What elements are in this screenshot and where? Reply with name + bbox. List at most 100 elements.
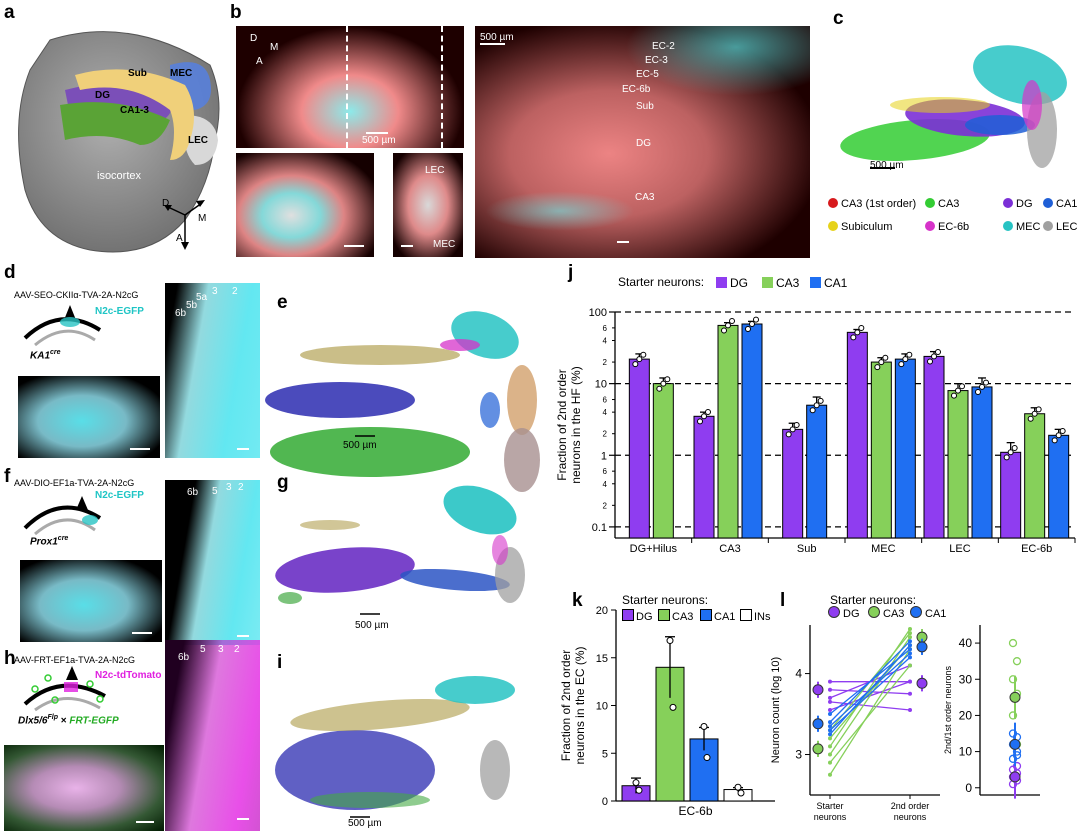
compass-a-a: A bbox=[176, 233, 183, 244]
chart-l2-point bbox=[1012, 761, 1022, 771]
panel-letter-b: b bbox=[230, 2, 242, 23]
chart-l-pair-point bbox=[908, 708, 912, 712]
legend-j-label: DG bbox=[730, 276, 748, 290]
chart-l2-point bbox=[1008, 675, 1018, 684]
chart-j-bar bbox=[1000, 451, 1022, 539]
layer-d-5b: 5b bbox=[186, 300, 198, 311]
panel-letter-l: l bbox=[780, 590, 786, 611]
chart-l-pair-point bbox=[828, 760, 832, 765]
chart-k-point bbox=[737, 789, 745, 797]
chart-l2-point bbox=[1012, 657, 1022, 666]
chart-l-pair-point bbox=[908, 647, 912, 652]
chart-l2-mean-point bbox=[1009, 738, 1021, 750]
chart-j-point bbox=[656, 385, 663, 392]
chart-j-point bbox=[906, 351, 913, 358]
vector-f: AAV-DIO-EF1a-TVA-2A-N2cG bbox=[14, 478, 135, 488]
label-b-mec: MEC bbox=[433, 239, 456, 250]
legend-k-swatch bbox=[700, 609, 712, 621]
chart-j-point bbox=[1051, 437, 1058, 444]
chart-j-bar bbox=[717, 324, 739, 539]
panel-letter-g: g bbox=[277, 472, 289, 493]
chart-l-mean-point bbox=[812, 684, 824, 696]
chart-j-point bbox=[640, 351, 647, 358]
legend-c-item: CA3 (1st order) bbox=[828, 198, 916, 210]
chart-l-pair-line bbox=[829, 636, 911, 755]
chart-j-xtick-label: DG+Hilus bbox=[630, 543, 678, 555]
chart-j-point bbox=[789, 426, 796, 433]
chart-l-pair-point bbox=[908, 691, 912, 696]
chart-j-point bbox=[697, 418, 703, 425]
chart-j-bar bbox=[1048, 434, 1070, 539]
legend-l-item: DG bbox=[828, 606, 860, 620]
legend-l-dot bbox=[868, 606, 880, 618]
chart-j-point bbox=[951, 392, 957, 399]
chart-j-ytick-label: 10 bbox=[595, 379, 607, 391]
chart-k-point bbox=[734, 783, 742, 791]
chart-l-pair-point bbox=[828, 708, 832, 712]
legend-k-label: CA3 bbox=[672, 611, 694, 623]
panel-letter-j: j bbox=[568, 262, 574, 283]
chart-l2-ytick-label: 30 bbox=[959, 672, 973, 686]
chart-k-point bbox=[632, 779, 640, 787]
legend-k-label: INs bbox=[754, 611, 771, 623]
chart-k-point bbox=[703, 754, 711, 762]
micrograph-b-bottom-right bbox=[393, 153, 463, 257]
legend-c-label: EC-6b bbox=[938, 221, 970, 233]
legend-l-label: CA1 bbox=[925, 608, 947, 620]
legend-c-label: LEC bbox=[1056, 221, 1078, 233]
reporter-h: N2c-tdTomato bbox=[95, 670, 162, 681]
chart-l-xtick-label: neurons bbox=[814, 812, 847, 822]
chart-j-yminor-label: 4 bbox=[603, 408, 608, 417]
chart-j-point bbox=[745, 326, 751, 333]
legend-l-title: Starter neurons: bbox=[830, 593, 917, 607]
chart-j-xtick-label: Sub bbox=[797, 543, 817, 555]
panel-letter-k: k bbox=[572, 590, 583, 611]
chart-l-pair-point bbox=[828, 687, 832, 692]
scalebar-b1: 500 µm bbox=[362, 135, 396, 146]
reporter-d: N2c-EGFP bbox=[95, 306, 144, 317]
chart-j-ylabel2: neurons in the HF (%) bbox=[569, 366, 583, 483]
chart-j-yminor-label: 4 bbox=[603, 480, 608, 489]
chart-k-ytick-label: 15 bbox=[596, 653, 608, 665]
label-ca: CA1-3 bbox=[120, 105, 149, 116]
legend-c-label: DG bbox=[1016, 198, 1033, 210]
chart-k-svg: Fraction of 2nd order neurons in the EC (… bbox=[560, 605, 775, 818]
chart-j-point bbox=[1059, 427, 1066, 434]
legend-j-swatch bbox=[762, 277, 773, 288]
chart-l2-mean-point bbox=[1009, 771, 1021, 783]
label-sub: Sub bbox=[128, 68, 147, 79]
legend-l-label: CA3 bbox=[883, 608, 905, 620]
layer-h-2: 2 bbox=[234, 644, 240, 655]
chart-j-point bbox=[878, 359, 885, 366]
legend-c-dot bbox=[1043, 221, 1053, 231]
chart-l2-mean-point bbox=[1009, 691, 1021, 703]
chart-j-point bbox=[858, 324, 865, 331]
legend-k-swatch bbox=[658, 609, 670, 621]
chart-j-bar bbox=[782, 428, 804, 539]
layer-ec3: EC-3 bbox=[645, 55, 668, 66]
chart-l-pair-point bbox=[908, 679, 912, 684]
legend-c-item: EC-6b bbox=[925, 221, 969, 233]
legend-c-item: MEC bbox=[1003, 221, 1040, 233]
chart-l-mean-point bbox=[812, 743, 824, 755]
chart-l2-ytick-label: 40 bbox=[959, 636, 973, 650]
chart-j-point bbox=[955, 387, 961, 394]
chart-k-ytick-label: 5 bbox=[602, 748, 608, 760]
legend-j-item: CA3 bbox=[762, 276, 799, 290]
chart-j-bar bbox=[971, 386, 993, 539]
panel-letter-h: h bbox=[4, 648, 16, 669]
chart-j-point bbox=[854, 329, 861, 336]
chart-l2-point bbox=[1008, 638, 1018, 648]
mouse-h: Dlx5/6Flp × FRT-EGFP bbox=[18, 714, 119, 727]
layer-d-3: 3 bbox=[212, 286, 218, 297]
layer-ca3: CA3 bbox=[635, 192, 655, 203]
chart-j-point bbox=[636, 356, 643, 363]
compass-b-a: A bbox=[256, 56, 263, 67]
chart-j-bar bbox=[741, 323, 763, 539]
legend-j-label: CA1 bbox=[824, 276, 848, 290]
chart-j-bar bbox=[806, 404, 828, 539]
layer-d-2: 2 bbox=[232, 286, 238, 297]
chart-j-ylabel: Fraction of 2nd order bbox=[555, 369, 569, 480]
chart-l-pair-line bbox=[829, 640, 911, 723]
legend-j-swatch bbox=[810, 277, 821, 288]
